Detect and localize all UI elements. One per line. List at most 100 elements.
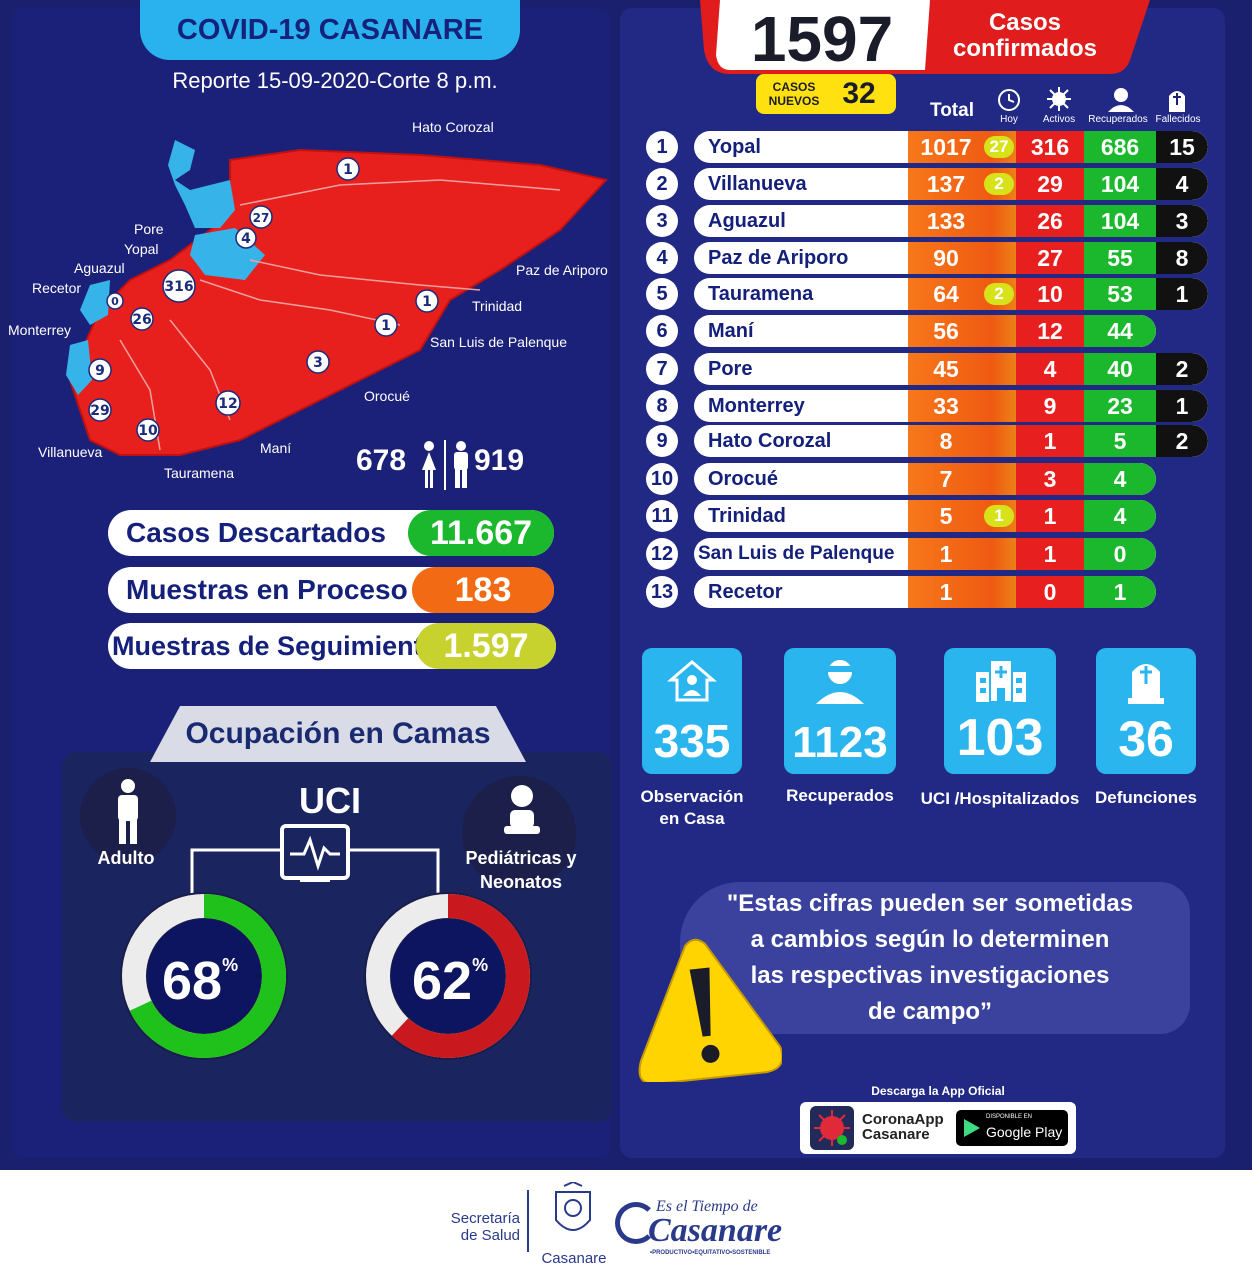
row-bar: Monterrey 33 9 23 1	[694, 390, 1208, 422]
row-fallecidos: 3	[1156, 205, 1208, 237]
disclaimer-text: "Estas cifras pueden ser sometidas a cam…	[700, 886, 1160, 1030]
adulto-value: 68	[162, 951, 223, 1011]
row-activos: 4	[1016, 353, 1084, 385]
pediatric-label-line1: Pediátricas y	[465, 848, 577, 868]
map-marker-label: 29	[90, 403, 109, 419]
adulto-percent: 68%	[162, 950, 238, 1012]
col-recuperados: Recuperados	[1088, 114, 1148, 125]
stat-value: 1.597	[416, 623, 556, 669]
row-recuperados: 0	[1084, 538, 1156, 570]
casos-nuevos-label1: CASOS	[772, 80, 816, 94]
hospital-icon	[976, 659, 1026, 703]
google-play-icon	[964, 1119, 980, 1137]
row-total: 64	[933, 281, 959, 307]
row-total: 137	[926, 171, 966, 197]
tiempo-label: Es el Tiempo de	[656, 1198, 758, 1215]
pediatric-value: 62	[412, 951, 473, 1011]
row-recuperados: 23	[1084, 390, 1156, 422]
map-label: Tauramena	[164, 465, 235, 481]
header-banner	[700, 0, 1150, 74]
clock-icon	[998, 89, 1020, 111]
row-hoy: 2	[984, 173, 1014, 195]
card-label: Defunciones	[1094, 788, 1198, 807]
card-label: UCI /Hospitalizados	[920, 789, 1080, 808]
row-municipio: Yopal	[708, 136, 761, 158]
row-rank: 3	[646, 205, 678, 237]
row-municipio: Villanueva	[708, 173, 807, 195]
store-small-text: DISPONIBLE EN	[986, 1114, 1033, 1120]
stat-descartados: Casos Descartados 11.667	[108, 510, 554, 556]
gobernacion-label: Casanare	[541, 1250, 607, 1267]
row-total: 1017	[920, 134, 972, 160]
row-municipio: Orocué	[708, 468, 779, 490]
row-hoy: 1	[984, 505, 1014, 527]
row-rank: 11	[646, 500, 678, 532]
row-recuperados: 53	[1084, 278, 1156, 310]
map-label: Hato Corozal	[412, 119, 494, 135]
row-activos: 12	[1016, 315, 1084, 347]
card-uci: 103	[944, 648, 1056, 774]
table-row: 1 Yopal 1017 27 316 686 15	[646, 131, 1212, 163]
row-hoy: 2	[984, 283, 1014, 305]
row-recuperados: 104	[1084, 205, 1156, 237]
row-activos: 1	[1016, 500, 1084, 532]
table-row: 4 Paz de Ariporo 90 27 55 8	[646, 242, 1212, 274]
pediatric-unit: %	[472, 955, 489, 975]
row-bar: Trinidad 5 1 1 4	[694, 500, 1156, 532]
row-activos: 1	[1016, 538, 1084, 570]
row-municipio: Maní	[708, 320, 754, 342]
stat-label: Muestras en Proceso	[126, 574, 408, 605]
row-recuperados: 104	[1084, 168, 1156, 200]
map-label: Orocué	[364, 388, 410, 404]
row-total: 45	[933, 356, 959, 382]
row-municipio: Aguazul	[708, 210, 786, 232]
row-bar: Paz de Ariporo 90 27 55 8	[694, 242, 1208, 274]
row-recuperados: 4	[1084, 463, 1156, 495]
confirmados-label: Casos confirmados	[940, 10, 1110, 62]
map-label: San Luis de Palenque	[430, 334, 567, 350]
map-label: Pore	[134, 221, 164, 237]
uci-label: UCI	[299, 780, 361, 821]
casos-nuevos-label: CASOS NUEVOS	[764, 80, 824, 108]
table-row: 2 Villanueva 137 2 29 104 4	[646, 168, 1212, 200]
app-promo[interactable]: CoronaApp Casanare DISPONIBLE EN Google P…	[800, 1102, 1076, 1154]
recovered-person-icon	[816, 660, 864, 704]
map-label: Villanueva	[38, 444, 103, 460]
casanare-map: 1 27 4 316 0 26 1 1 3 9 29 12 10	[66, 140, 608, 456]
row-recuperados: 40	[1084, 353, 1156, 385]
row-fallecidos: 2	[1156, 353, 1208, 385]
disclaimer-box	[680, 882, 1190, 1034]
table-row: 6 Maní 56 12 44	[646, 315, 1212, 347]
google-play-badge[interactable]: DISPONIBLE EN Google Play	[956, 1110, 1068, 1146]
row-municipio: Recetor	[708, 581, 783, 603]
pediatric-label: Pediátricas y Neonatos	[450, 846, 592, 894]
row-municipio: Paz de Ariporo	[708, 247, 849, 269]
row-rank: 8	[646, 390, 678, 422]
row-activos: 1	[1016, 425, 1084, 457]
row-fallecidos: 1	[1156, 278, 1208, 310]
female-count: 678	[356, 444, 407, 477]
adulto-donut	[120, 892, 288, 1060]
house-person-icon	[667, 660, 717, 702]
col-total: Total	[930, 100, 974, 121]
stat-value: 183	[412, 567, 554, 613]
row-fallecidos: 8	[1156, 242, 1208, 274]
map-marker-label: 0	[111, 295, 119, 308]
row-fallecidos: 15	[1156, 131, 1208, 163]
row-rank: 4	[646, 242, 678, 274]
row-bar: Aguazul 133 26 104 3	[694, 205, 1208, 237]
adulto-label: Adulto	[97, 848, 155, 868]
row-municipio: Tauramena	[708, 283, 814, 305]
card-recuperados: 1123	[784, 648, 896, 774]
table-row: 9 Hato Corozal 8 1 5 2	[646, 425, 1212, 457]
card-value: 335	[653, 715, 731, 767]
casos-word: Casos	[988, 9, 1062, 36]
map-marker-label: 10	[138, 423, 158, 439]
row-activos: 29	[1016, 168, 1084, 200]
table-row: 10 Orocué 7 3 4	[646, 463, 1212, 495]
male-count: 919	[474, 444, 525, 477]
row-bar: Orocué 7 3 4	[694, 463, 1156, 495]
map-label: Aguazul	[74, 260, 125, 276]
map-marker-label: 1	[381, 318, 391, 334]
female-icon	[422, 441, 436, 488]
